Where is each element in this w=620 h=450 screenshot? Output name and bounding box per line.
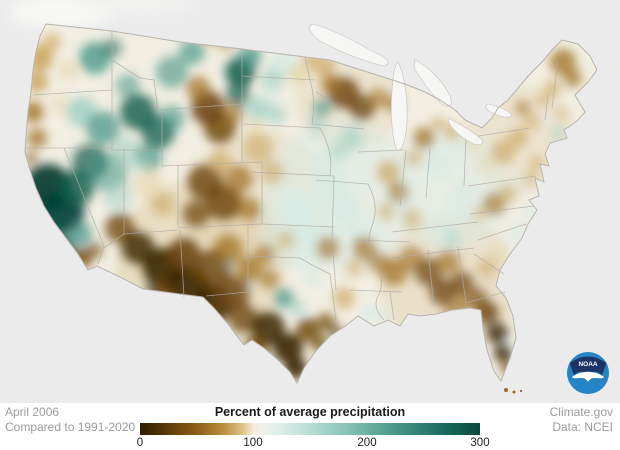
state-borders	[26, 31, 559, 321]
map-date: April 2006	[5, 405, 60, 419]
color-scale-bar	[140, 423, 480, 435]
credit-block: Climate.gov Data: NCEI	[550, 405, 613, 435]
color-scale-tick-0: 0	[136, 437, 144, 449]
conus-outline	[24, 23, 598, 385]
color-scale-tick-200: 200	[357, 437, 377, 449]
map-area: NOAA	[0, 0, 620, 403]
color-scale-tick-100: 100	[243, 437, 263, 449]
legend-title: Percent of average precipitation	[214, 405, 406, 419]
footer: April 2006 Compared to 1991-2020 Percent…	[0, 403, 620, 450]
baseline-note: Compared to 1991-2020	[5, 420, 136, 434]
noaa-logo: NOAA	[567, 352, 609, 394]
florida-keys	[504, 388, 523, 394]
us-precipitation-map: NOAA	[10, 0, 609, 394]
noaa-logo-text: NOAA	[578, 361, 597, 368]
date-block: April 2006 Compared to 1991-2020	[5, 405, 135, 435]
credit-data: Data: NCEI	[552, 420, 613, 434]
credit-source: Climate.gov	[549, 405, 613, 419]
great-lakes	[309, 23, 513, 151]
color-scale-tick-300: 300	[470, 437, 490, 449]
